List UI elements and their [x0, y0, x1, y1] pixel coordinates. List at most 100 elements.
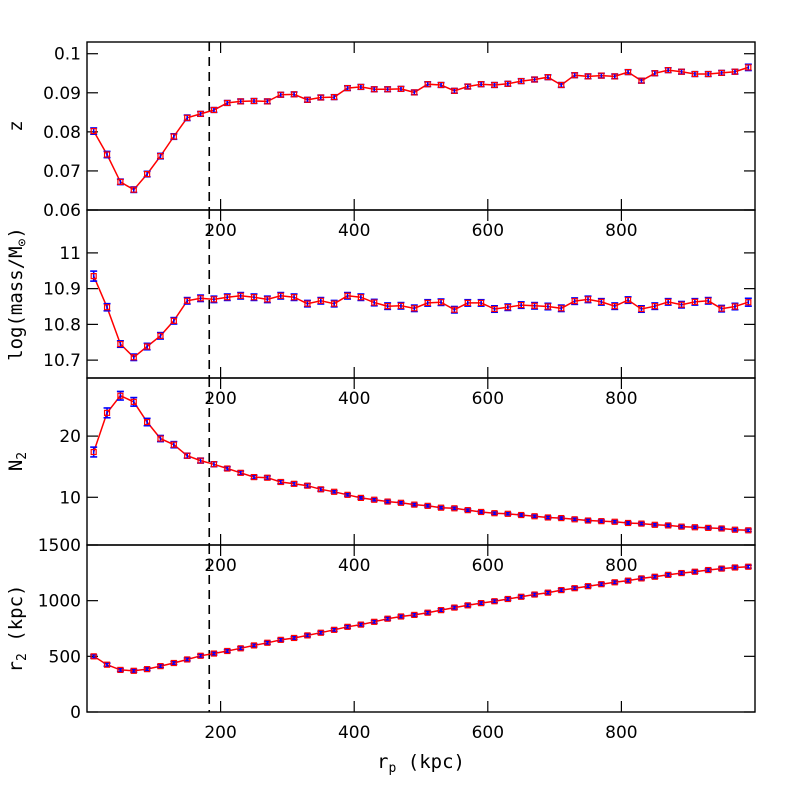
x-tick-label: 400: [338, 556, 370, 576]
data-point: [638, 77, 645, 84]
data-point: [157, 663, 164, 670]
data-point: [210, 296, 218, 303]
data-point: [598, 518, 605, 525]
data-point: [638, 520, 645, 527]
data-point: [665, 522, 672, 529]
data-point: [304, 96, 311, 103]
y-tick-label: 1500: [38, 536, 81, 556]
y-axis-title: z: [5, 120, 27, 131]
data-point: [237, 98, 244, 105]
data-point: [437, 299, 445, 306]
data-point: [90, 273, 97, 280]
series-line: [93, 275, 749, 359]
data-point: [184, 452, 191, 459]
data-point: [745, 563, 752, 570]
data-point: [705, 70, 712, 78]
data-point: [130, 354, 137, 361]
data-point: [250, 642, 258, 649]
data-point: [464, 83, 471, 90]
data-point: [384, 86, 391, 93]
data-point: [210, 106, 218, 114]
data-point: [678, 569, 685, 577]
data-point: [598, 72, 605, 79]
data-point: [317, 629, 324, 636]
data-point: [103, 151, 111, 158]
series-line: [93, 66, 749, 191]
data-point: [731, 68, 739, 75]
data-point: [451, 604, 458, 611]
data-point: [290, 634, 298, 642]
data-point: [411, 611, 418, 619]
y-tick-label: 1000: [38, 592, 81, 612]
data-point: [170, 441, 177, 448]
data-point: [678, 523, 685, 530]
data-point: [518, 77, 525, 85]
data-point: [397, 85, 405, 92]
y-tick-label: 10.8: [43, 315, 81, 335]
data-point: [451, 87, 458, 94]
data-point: [197, 457, 204, 464]
data-point: [571, 298, 578, 305]
data-point: [571, 516, 578, 523]
data-point: [491, 305, 498, 313]
y-tick-label: 10.7: [43, 351, 81, 371]
x-tick-label: 400: [338, 221, 370, 241]
data-point: [144, 418, 151, 426]
data-point: [705, 297, 712, 304]
data-point: [210, 650, 218, 657]
y-axis-title-text: z: [5, 120, 27, 131]
error-bar: [90, 446, 98, 458]
data-point: [331, 488, 338, 495]
data-point: [170, 317, 177, 324]
data-point: [424, 502, 431, 509]
data-point: [745, 299, 752, 306]
data-point: [571, 585, 578, 592]
y-axis-title-rest: (kpc): [5, 585, 27, 654]
data-point: [638, 575, 645, 582]
data-point: [464, 507, 471, 514]
data-point: [304, 482, 311, 489]
data-point: [544, 589, 552, 596]
data-point: [598, 581, 605, 588]
data-point: [357, 621, 364, 628]
data-point: [544, 74, 552, 81]
data-point: [731, 526, 739, 533]
data-point: [197, 110, 204, 117]
y-tick-label: 500: [49, 647, 81, 667]
y-tick-label: 0.06: [43, 201, 81, 221]
data-point: [357, 494, 364, 501]
data-point: [411, 501, 418, 508]
data-point: [144, 666, 151, 673]
data-point: [331, 626, 338, 633]
data-point: [277, 91, 284, 98]
x-tick-label: 800: [605, 389, 637, 409]
data-point: [705, 524, 712, 531]
data-point: [544, 303, 552, 310]
series-line: [92, 394, 749, 532]
data-point: [290, 294, 298, 301]
data-point: [478, 600, 485, 607]
error-bar: [103, 407, 111, 419]
data-point: [691, 524, 698, 531]
data-point: [371, 496, 378, 503]
data-point: [651, 303, 658, 310]
data-point: [718, 525, 725, 532]
data-point: [705, 566, 712, 574]
data-point: [344, 292, 351, 299]
data-point: [197, 295, 204, 302]
data-point: [90, 653, 97, 660]
data-point: [531, 591, 538, 598]
data-point: [130, 398, 137, 405]
panel-frame: [86, 41, 756, 211]
x-axis-title-rest: (kpc): [396, 751, 465, 773]
data-point: [130, 186, 137, 193]
data-point: [224, 465, 231, 472]
data-point: [224, 294, 231, 301]
data-point: [397, 613, 405, 620]
x-tick-label: 800: [605, 723, 637, 743]
data-point: [665, 298, 672, 305]
data-point: [157, 152, 164, 160]
data-point: [584, 517, 592, 524]
y-axis-title: N2: [5, 452, 30, 471]
